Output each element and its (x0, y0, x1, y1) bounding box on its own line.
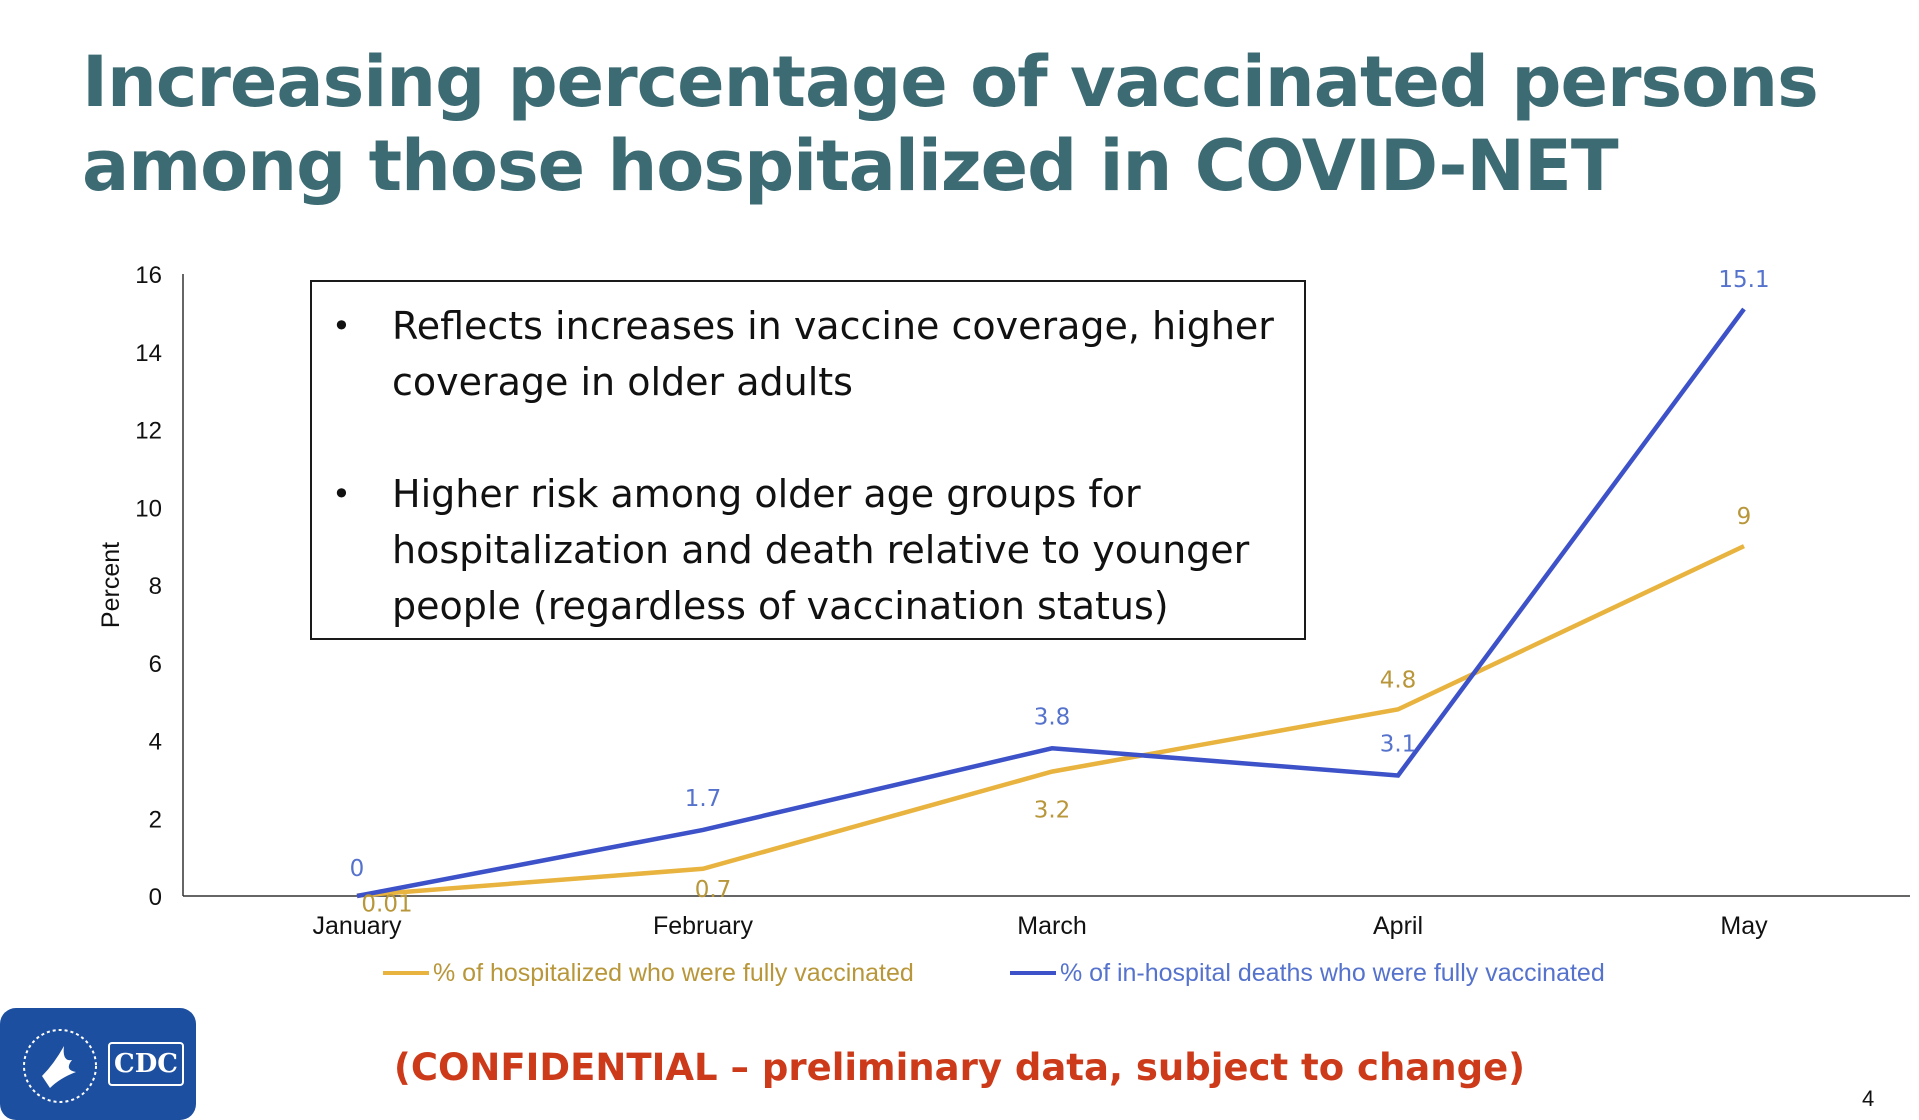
y-axis: 0 2 4 6 8 10 12 14 16 Percent (97, 262, 184, 911)
x-tick-label: May (1720, 912, 1768, 940)
data-label: 0.01 (361, 892, 412, 918)
y-axis-label: Percent (97, 542, 125, 628)
legend-item: % of hospitalized who were fully vaccina… (383, 958, 914, 988)
x-tick-label: January (313, 912, 402, 940)
legend-swatch (1010, 971, 1056, 975)
data-label: 0 (350, 856, 365, 882)
line-chart: 0 2 4 6 8 10 12 14 16 Percent January February Marc… (97, 262, 1910, 940)
data-label: 15.1 (1718, 267, 1769, 293)
data-label: 9 (1737, 504, 1752, 530)
series-line-1 (356, 544, 1745, 898)
y-tick-label: 6 (149, 651, 162, 678)
bullet-symbol: • (332, 307, 351, 345)
x-axis: January February March April May (183, 895, 1910, 940)
slide-title-line: Increasing percentage of vaccinated pers… (82, 41, 1819, 123)
x-tick-label: April (1373, 912, 1423, 940)
legend-item: % of in-hospital deaths who were fully v… (1010, 958, 1605, 988)
legend-label: % of in-hospital deaths who were fully v… (1060, 958, 1605, 987)
bullet-item: • Higher risk among older age groups for… (312, 466, 1304, 634)
data-label: 0.7 (695, 877, 732, 903)
x-tick-label: February (653, 912, 754, 940)
y-tick-label: 4 (149, 729, 162, 756)
series (356, 307, 1746, 899)
legend-swatch (383, 971, 429, 975)
bullet-symbol: • (332, 475, 351, 513)
y-tick-label: 10 (135, 495, 162, 522)
cdc-wordmark: CDC (108, 1042, 184, 1086)
callout-box: • Reflects increases in vaccine coverage… (310, 280, 1306, 640)
y-tick-label: 12 (135, 418, 162, 445)
hhs-eagle-icon (23, 1029, 97, 1103)
slide-title-line: among those hospitalized in COVID-NET (82, 125, 1619, 207)
data-label: 3.2 (1034, 798, 1071, 824)
confidential-notice: (CONFIDENTIAL – preliminary data, subjec… (393, 1046, 1526, 1089)
cdc-logo: CDC (0, 1008, 196, 1120)
data-label: 3.1 (1380, 731, 1417, 757)
data-labels: 0.01 0.7 3.2 4.8 9 0 1.7 3.8 3.1 15.1 (350, 267, 1770, 918)
series-line-2 (356, 307, 1746, 899)
y-tick-label: 2 (149, 806, 162, 833)
y-tick-label: 0 (149, 884, 162, 911)
data-label: 4.8 (1380, 667, 1417, 693)
slide-title: Increasing percentage of vaccinated pers… (82, 40, 1862, 208)
bullet-text: Higher risk among older age groups for h… (392, 472, 1250, 628)
y-tick-label: 16 (135, 262, 162, 289)
bullet-list: • Reflects increases in vaccine coverage… (312, 298, 1304, 634)
x-tick-label: March (1017, 912, 1086, 940)
data-label: 3.8 (1034, 704, 1071, 730)
bullet-text: Reflects increases in vaccine coverage, … (392, 304, 1274, 404)
data-label: 1.7 (685, 786, 722, 812)
legend-label: % of hospitalized who were fully vaccina… (433, 958, 914, 987)
y-tick-label: 14 (135, 340, 162, 367)
y-tick-label: 8 (149, 573, 162, 600)
page-number: 4 (1862, 1086, 1875, 1111)
bullet-item: • Reflects increases in vaccine coverage… (312, 298, 1304, 410)
